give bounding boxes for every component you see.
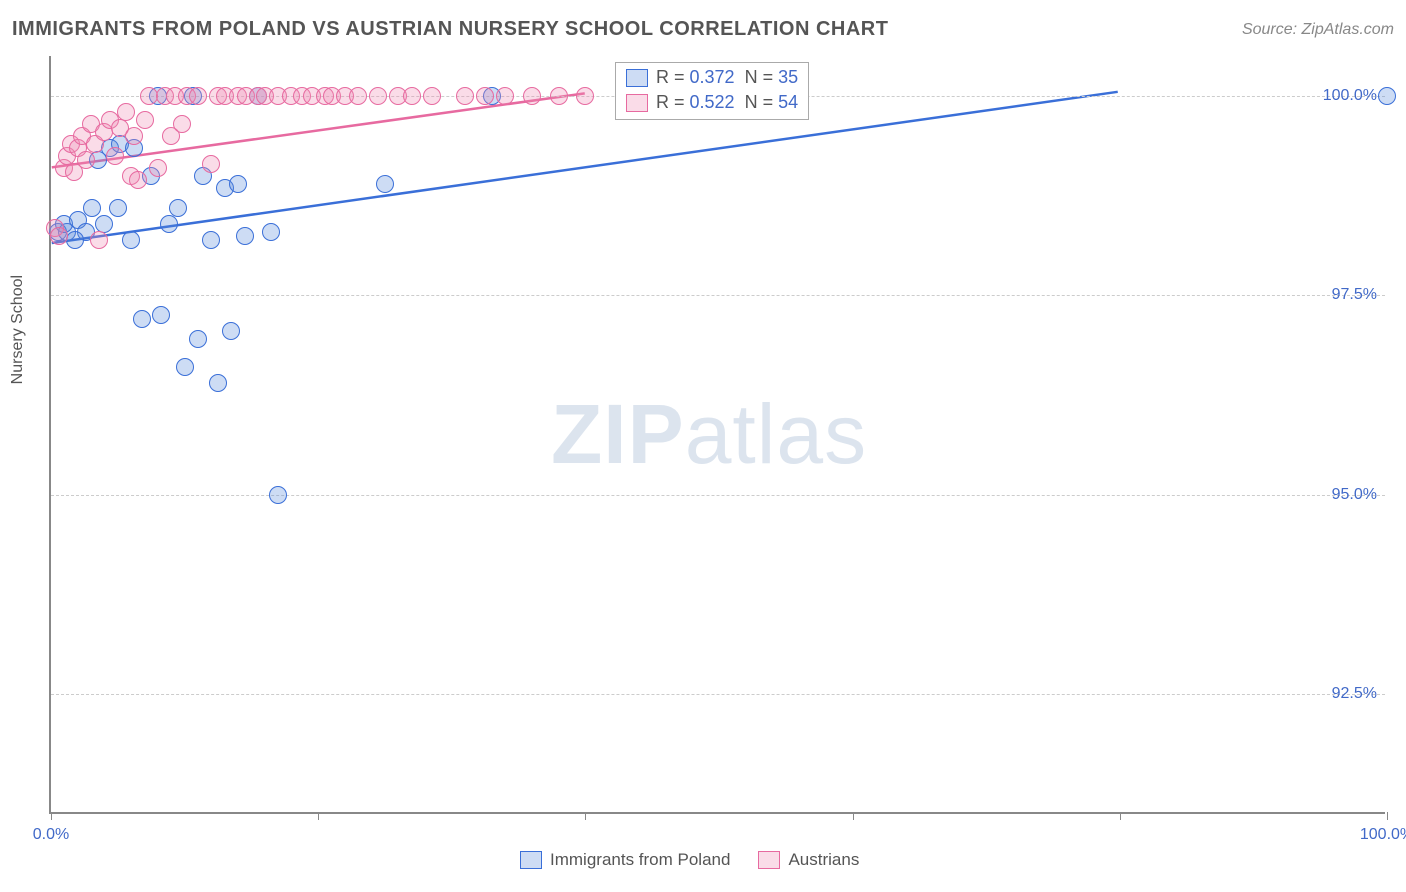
data-point [173, 115, 191, 133]
data-point [50, 227, 68, 245]
gridline [51, 495, 1385, 496]
gridline [51, 694, 1385, 695]
watermark: ZIPatlas [551, 386, 867, 483]
data-point [133, 310, 151, 328]
data-point [209, 374, 227, 392]
legend-swatch-blue [520, 851, 542, 869]
chart-title: IMMIGRANTS FROM POLAND VS AUSTRIAN NURSE… [12, 18, 888, 41]
xtick-label: 0.0% [33, 826, 69, 844]
data-point [222, 322, 240, 340]
legend-label-poland: Immigrants from Poland [550, 850, 730, 870]
data-point [109, 199, 127, 217]
data-point [349, 87, 367, 105]
data-point [523, 87, 541, 105]
ytick-label: 95.0% [1332, 486, 1377, 504]
data-point [476, 87, 494, 105]
data-point [202, 231, 220, 249]
chart-source: Source: ZipAtlas.com [1242, 21, 1394, 39]
data-point [262, 223, 280, 241]
y-axis-label: Nursery School [9, 275, 27, 384]
chart-header: IMMIGRANTS FROM POLAND VS AUSTRIAN NURSE… [12, 18, 1394, 41]
stats-row: R = 0.372 N = 35 [626, 65, 798, 90]
data-point [152, 306, 170, 324]
data-point [90, 231, 108, 249]
data-point [456, 87, 474, 105]
stats-row: R = 0.522 N = 54 [626, 90, 798, 115]
data-point [550, 87, 568, 105]
data-point [189, 87, 207, 105]
data-point [576, 87, 594, 105]
legend-item-poland: Immigrants from Poland [520, 850, 730, 870]
data-point [160, 215, 178, 233]
data-point [202, 155, 220, 173]
data-point [189, 330, 207, 348]
data-point [77, 151, 95, 169]
legend-item-austrians: Austrians [758, 850, 859, 870]
data-point [117, 103, 135, 121]
stats-box: R = 0.372 N = 35R = 0.522 N = 54 [615, 62, 809, 120]
data-point [125, 127, 143, 145]
xtick [585, 812, 586, 820]
xtick [853, 812, 854, 820]
data-point [83, 199, 101, 217]
data-point [269, 486, 287, 504]
data-point [236, 227, 254, 245]
ytick-label: 92.5% [1332, 685, 1377, 703]
data-point [169, 199, 187, 217]
gridline [51, 295, 1385, 296]
data-point [423, 87, 441, 105]
ytick-label: 100.0% [1323, 87, 1377, 105]
data-point [149, 159, 167, 177]
data-point [369, 87, 387, 105]
data-point [1378, 87, 1396, 105]
xtick [51, 812, 52, 820]
data-point [66, 231, 84, 249]
data-point [176, 358, 194, 376]
ytick-label: 97.5% [1332, 286, 1377, 304]
data-point [229, 175, 247, 193]
legend-label-austrians: Austrians [788, 850, 859, 870]
stats-swatch [626, 69, 648, 87]
xtick [1120, 812, 1121, 820]
data-point [136, 111, 154, 129]
trend-lines [51, 56, 1385, 812]
data-point [106, 147, 124, 165]
xtick [318, 812, 319, 820]
plot-area: ZIPatlas 92.5%95.0%97.5%100.0%0.0%100.0%… [49, 56, 1385, 814]
data-point [496, 87, 514, 105]
xtick [1387, 812, 1388, 820]
bottom-legend: Immigrants from Poland Austrians [520, 850, 859, 870]
data-point [122, 231, 140, 249]
legend-swatch-pink [758, 851, 780, 869]
stats-swatch [626, 94, 648, 112]
xtick-label: 100.0% [1360, 826, 1406, 844]
data-point [376, 175, 394, 193]
data-point [403, 87, 421, 105]
data-point [129, 171, 147, 189]
